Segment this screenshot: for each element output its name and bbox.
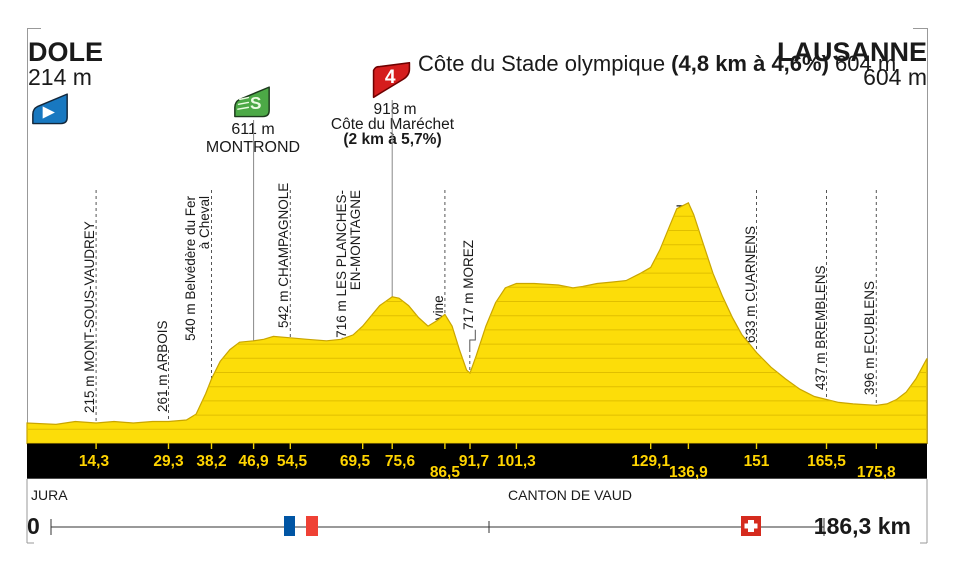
svg-text:165,5: 165,5 [807, 453, 846, 470]
svg-text:136,9: 136,9 [669, 464, 708, 481]
svg-text:46,9: 46,9 [239, 453, 270, 470]
svg-text:86,5: 86,5 [430, 464, 461, 481]
svg-text:69,5: 69,5 [340, 453, 371, 470]
svg-text:75,6: 75,6 [385, 453, 416, 470]
svg-text:54,5: 54,5 [277, 453, 308, 470]
svg-text:151: 151 [744, 453, 770, 470]
svg-text:175,8: 175,8 [857, 464, 896, 481]
svg-text:14,3: 14,3 [79, 453, 110, 470]
svg-text:29,3: 29,3 [153, 453, 184, 470]
svg-text:38,2: 38,2 [196, 453, 226, 470]
svg-text:129,1: 129,1 [631, 453, 670, 470]
svg-text:101,3: 101,3 [497, 453, 536, 470]
svg-text:91,7: 91,7 [459, 453, 489, 470]
